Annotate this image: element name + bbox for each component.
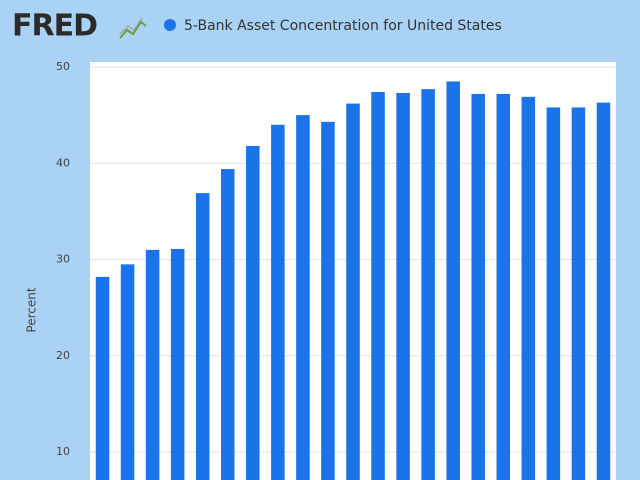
bar xyxy=(371,92,385,480)
y-tick-label: 10 xyxy=(56,445,70,458)
y-tick-label: 30 xyxy=(56,253,70,266)
bar xyxy=(571,107,586,480)
y-tick-label: 40 xyxy=(56,156,70,169)
bar xyxy=(521,96,536,480)
bar xyxy=(145,249,160,480)
bar xyxy=(95,276,110,480)
y-axis-label: Percent xyxy=(25,287,39,332)
bar xyxy=(471,93,486,480)
bar xyxy=(321,121,335,480)
logo-icon xyxy=(119,17,143,35)
bar xyxy=(271,124,285,480)
legend-label: 5-Bank Asset Concentration for United St… xyxy=(184,18,502,34)
bar xyxy=(396,92,410,480)
logo-icon xyxy=(119,20,147,39)
bar xyxy=(346,103,360,480)
logo: FRED xyxy=(12,9,97,44)
bar xyxy=(596,102,611,480)
bar xyxy=(195,193,210,480)
bar xyxy=(170,248,185,480)
bar xyxy=(120,264,135,480)
bar xyxy=(246,145,260,480)
bar xyxy=(296,115,310,480)
bar xyxy=(220,169,235,480)
bar xyxy=(546,107,561,480)
legend-marker xyxy=(164,19,176,31)
y-tick-label: 50 xyxy=(56,60,70,73)
bar xyxy=(421,89,435,480)
y-tick-label: 20 xyxy=(56,349,70,362)
bar xyxy=(446,81,460,480)
bar xyxy=(496,93,511,480)
